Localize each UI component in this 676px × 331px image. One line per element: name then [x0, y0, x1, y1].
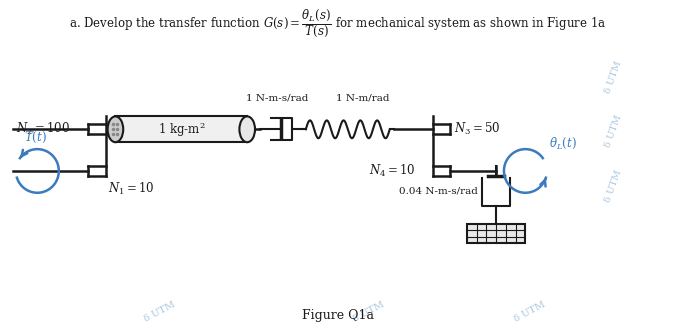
Text: $T(t)$: $T(t)$	[24, 130, 47, 145]
Text: a. Develop the transfer function $G(s) = \dfrac{\theta_L(s)}{T(s)}$ for mechanic: a. Develop the transfer function $G(s) =…	[70, 7, 606, 39]
Text: 1 N-m/rad: 1 N-m/rad	[336, 94, 389, 103]
Ellipse shape	[239, 117, 255, 142]
Bar	[467, 223, 525, 243]
Text: $N_3 = 50$: $N_3 = 50$	[454, 121, 501, 137]
Text: δ UTM: δ UTM	[513, 300, 548, 324]
Text: $N_2 = 100$: $N_2 = 100$	[16, 121, 70, 137]
Text: $\theta_L(t)$: $\theta_L(t)$	[549, 136, 577, 151]
Text: δ UTM: δ UTM	[603, 168, 623, 203]
Text: 1 N-m-s/rad: 1 N-m-s/rad	[246, 94, 309, 103]
Ellipse shape	[107, 117, 123, 142]
Text: 0.04 N-m-s/rad: 0.04 N-m-s/rad	[399, 186, 478, 195]
Text: δ UTM: δ UTM	[603, 59, 623, 94]
Text: δ UTM: δ UTM	[603, 114, 623, 149]
Text: $N_4 = 10$: $N_4 = 10$	[369, 163, 416, 179]
Text: δ UTM: δ UTM	[142, 300, 176, 324]
Bar	[116, 117, 247, 142]
Text: δ UTM: δ UTM	[352, 300, 387, 324]
Text: Figure Q1a: Figure Q1a	[302, 309, 374, 322]
Text: 1 kg-m$^2$: 1 kg-m$^2$	[158, 120, 205, 139]
Text: $N_1 = 10$: $N_1 = 10$	[107, 181, 154, 197]
